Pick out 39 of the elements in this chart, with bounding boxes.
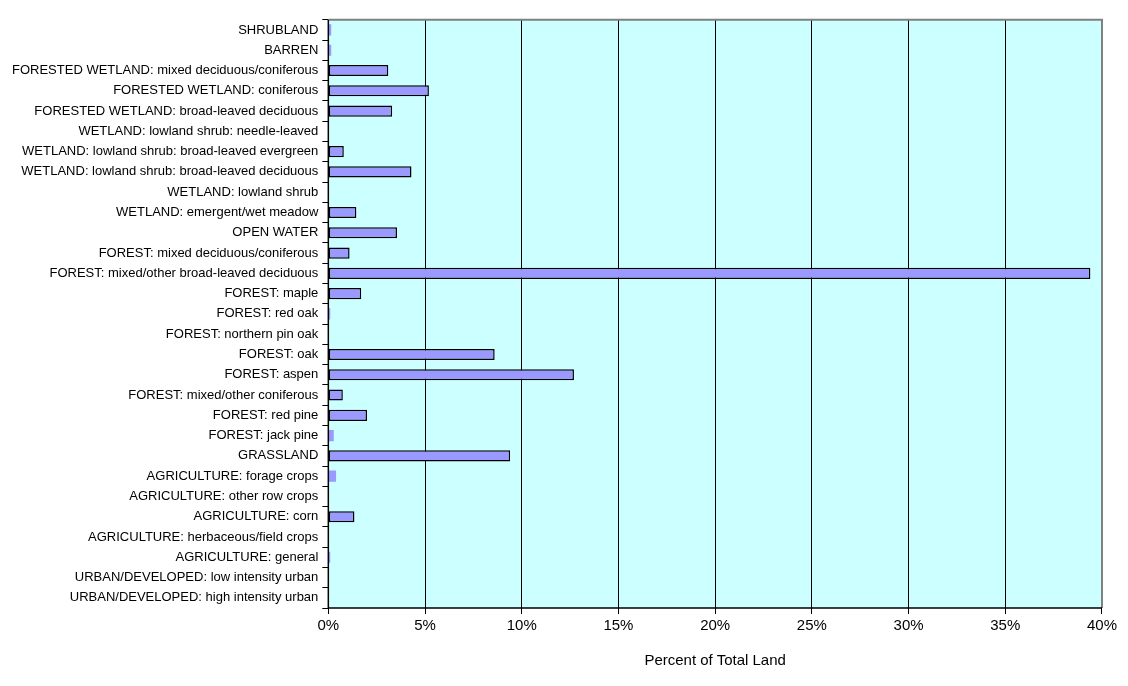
y-tick-label: FORESTED WETLAND: broad-leaved deciduous (34, 102, 319, 118)
x-tick-label: 10% (506, 616, 537, 634)
y-tick-label: FOREST: oak (238, 346, 319, 362)
y-tick-label: GRASSLAND (238, 447, 319, 463)
y-tick-label: FORESTED WETLAND: coniferous (113, 82, 319, 98)
y-tick-label: FORESTED WETLAND: mixed deciduous/coniferous (12, 62, 319, 78)
y-tick-label: FOREST: jack pine (208, 427, 319, 443)
y-tick-label: OPEN WATER (232, 224, 319, 240)
y-tick-label: FOREST: maple (224, 285, 319, 301)
x-tick-label: 40% (1086, 616, 1117, 634)
y-tick-label: URBAN/DEVELOPED: low intensity urban (74, 569, 319, 585)
x-axis-title: Percent of Total Land (644, 651, 786, 669)
y-tick-label: FOREST: red oak (216, 305, 319, 321)
y-tick-label: AGRICULTURE: other row crops (129, 488, 319, 504)
y-tick-label: FOREST: mixed/other coniferous (128, 386, 319, 402)
x-tick-label: 25% (796, 616, 827, 634)
x-tick-label: 35% (990, 616, 1021, 634)
y-tick-label: FOREST: mixed deciduous/coniferous (98, 244, 319, 260)
y-tick-label: AGRICULTURE: forage crops (146, 467, 319, 483)
x-tick-label: 0% (317, 616, 340, 634)
y-tick-label: WETLAND: lowland shrub: broad-leaved deciduous (21, 163, 319, 179)
x-tick-label: 30% (893, 616, 924, 634)
y-tick-label: AGRICULTURE: herbaceous/field crops (88, 528, 319, 544)
y-tick-label: WETLAND: lowland shrub: broad-leaved evergreen (22, 143, 319, 159)
y-tick-label: WETLAND: lowland shrub: needle-leaved (78, 122, 319, 138)
y-tick-label: FOREST: aspen (224, 366, 319, 382)
y-tick-label: FOREST: red pine (212, 406, 319, 422)
y-tick-label: AGRICULTURE: general (175, 548, 319, 564)
y-tick-label: BARREN (264, 41, 319, 57)
x-tick-label: 5% (414, 616, 436, 634)
y-tick-label: SHRUBLAND (238, 21, 319, 37)
x-tick-label: 20% (700, 616, 731, 634)
y-tick-label: AGRICULTURE: corn (193, 508, 319, 524)
y-tick-label: WETLAND: emergent/wet meadow (116, 204, 319, 220)
x-tick-label: 15% (603, 616, 634, 634)
y-tick-label: URBAN/DEVELOPED: high intensity urban (69, 589, 319, 605)
y-tick-label: WETLAND: lowland shrub (167, 183, 319, 199)
y-tick-label: FOREST: northern pin oak (165, 325, 319, 341)
y-tick-label: FOREST: mixed/other broad-leaved deciduous (49, 264, 319, 280)
